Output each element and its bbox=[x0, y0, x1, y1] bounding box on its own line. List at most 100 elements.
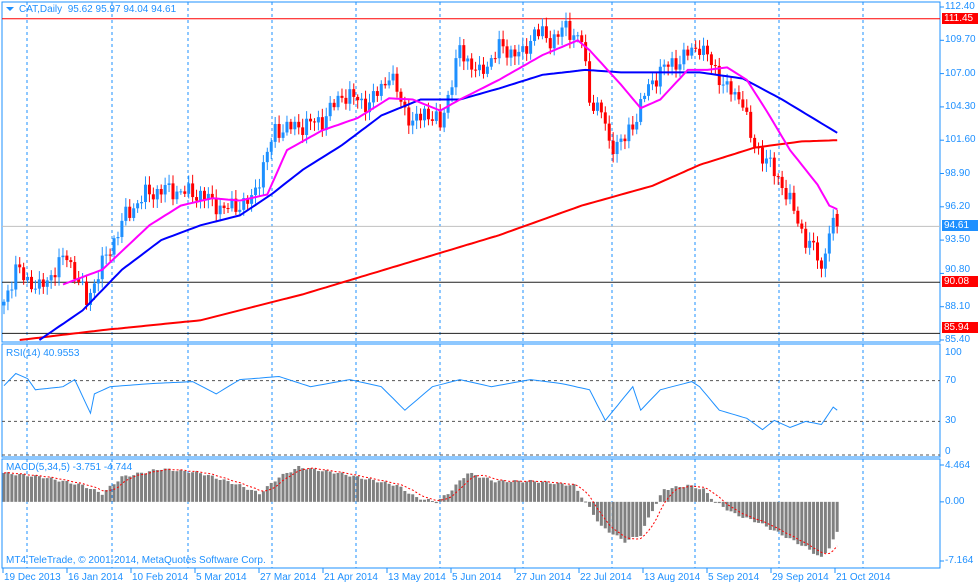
candle-body bbox=[202, 190, 206, 200]
macd-histogram-bar bbox=[831, 501, 835, 540]
macd-histogram-bar bbox=[92, 489, 96, 502]
candle-body bbox=[222, 205, 226, 209]
macd-histogram-bar bbox=[175, 471, 179, 502]
macd-histogram-bar bbox=[729, 501, 733, 512]
macd-histogram-bar bbox=[403, 491, 407, 502]
price-tick-label: 104.30 bbox=[945, 100, 976, 112]
candle-body bbox=[336, 95, 340, 108]
candle-body bbox=[690, 47, 694, 56]
macd-histogram-bar bbox=[234, 484, 238, 502]
candle-body bbox=[631, 124, 635, 130]
macd-histogram-bar bbox=[324, 470, 328, 502]
candle-body bbox=[360, 98, 364, 101]
candle-body bbox=[458, 45, 462, 59]
macd-label: MACD(5,34,5) -3.751 -4.744 bbox=[6, 462, 133, 473]
macd-histogram-bar bbox=[14, 475, 18, 502]
candle-body bbox=[423, 108, 427, 121]
candle-body bbox=[399, 91, 403, 102]
rsi-tick-label: 100 bbox=[945, 347, 962, 358]
candle-body bbox=[474, 69, 478, 71]
candle-body bbox=[88, 292, 92, 306]
candle-body bbox=[643, 95, 647, 100]
candle-body bbox=[564, 21, 568, 28]
candle-body bbox=[269, 141, 273, 152]
macd-histogram-bar bbox=[108, 485, 112, 502]
macd-histogram-bar bbox=[682, 487, 686, 502]
ma-mid-line bbox=[38, 68, 838, 341]
candle-body bbox=[340, 95, 344, 98]
macd-histogram-bar bbox=[33, 475, 37, 502]
candle-body bbox=[580, 35, 584, 43]
macd-histogram-bar bbox=[639, 501, 643, 536]
candle-body bbox=[37, 279, 41, 289]
date-label: 21 Oct 2014 bbox=[836, 572, 891, 583]
candle-body bbox=[328, 102, 332, 117]
macd-histogram-bar bbox=[246, 489, 250, 502]
candle-body bbox=[230, 198, 234, 209]
macd-histogram-bar bbox=[521, 482, 525, 502]
macd-histogram-bar bbox=[513, 480, 517, 502]
candle-body bbox=[835, 213, 839, 227]
candle-body bbox=[10, 289, 14, 291]
candle-body bbox=[796, 210, 800, 224]
candle-body bbox=[426, 108, 430, 120]
macd-histogram-bar bbox=[26, 476, 30, 502]
macd-histogram-bar bbox=[309, 468, 313, 502]
macd-histogram-bar bbox=[497, 480, 501, 502]
macd-histogram-bar bbox=[446, 494, 450, 502]
macd-histogram-bar bbox=[305, 469, 309, 502]
macd-histogram-bar bbox=[808, 501, 812, 550]
candle-body bbox=[112, 238, 116, 255]
macd-histogram-bar bbox=[163, 468, 167, 502]
macd-histogram-bar bbox=[45, 478, 49, 502]
candle-body bbox=[682, 49, 686, 65]
candle-body bbox=[163, 184, 167, 195]
macd-histogram-bar bbox=[631, 501, 635, 537]
candle-body bbox=[218, 205, 222, 215]
candle-body bbox=[658, 66, 662, 87]
macd-histogram-bar bbox=[187, 472, 191, 502]
date-label: 27 Jun 2014 bbox=[516, 572, 572, 583]
macd-histogram-bar bbox=[128, 476, 132, 502]
macd-histogram-bar bbox=[485, 477, 489, 502]
candle-body bbox=[57, 257, 61, 278]
candle-body bbox=[501, 39, 505, 47]
macd-histogram-bar bbox=[383, 481, 387, 502]
candle-body bbox=[14, 264, 18, 290]
candle-body bbox=[831, 217, 835, 234]
candle-body bbox=[250, 195, 254, 204]
macd-histogram-bar bbox=[493, 482, 497, 502]
candle-body bbox=[309, 118, 313, 122]
date-label: 13 Aug 2014 bbox=[644, 572, 701, 583]
candle-body bbox=[261, 162, 265, 188]
macd-histogram-bar bbox=[387, 483, 391, 502]
macd-histogram-bar bbox=[686, 484, 690, 502]
price-tick-label: 96.20 bbox=[945, 200, 971, 212]
collapse-triangle-icon[interactable] bbox=[6, 7, 14, 12]
macd-histogram-bar bbox=[136, 472, 140, 502]
macd-histogram-bar bbox=[823, 501, 827, 553]
macd-histogram-bar bbox=[85, 488, 89, 502]
candle-body bbox=[776, 176, 780, 178]
macd-histogram-bar bbox=[2, 472, 6, 502]
candle-body bbox=[599, 102, 603, 113]
candle-body bbox=[92, 283, 96, 293]
macd-histogram-bar bbox=[37, 476, 41, 502]
candle-body bbox=[26, 276, 30, 281]
macd-histogram-bar bbox=[458, 480, 462, 502]
candle-body bbox=[195, 197, 199, 201]
candle-body bbox=[403, 101, 407, 108]
candle-body bbox=[167, 183, 171, 185]
candle-body bbox=[104, 254, 108, 256]
candle-body bbox=[556, 34, 560, 37]
price-tick-label: 107.00 bbox=[945, 67, 976, 79]
candle-body bbox=[674, 58, 678, 70]
candle-body bbox=[698, 48, 702, 55]
macd-histogram-bar bbox=[96, 491, 100, 502]
macd-histogram-bar bbox=[226, 481, 230, 502]
candle-body bbox=[733, 92, 737, 95]
macd-histogram-bar bbox=[360, 478, 364, 502]
macd-histogram-bar bbox=[265, 486, 269, 502]
candle-body bbox=[764, 158, 768, 164]
